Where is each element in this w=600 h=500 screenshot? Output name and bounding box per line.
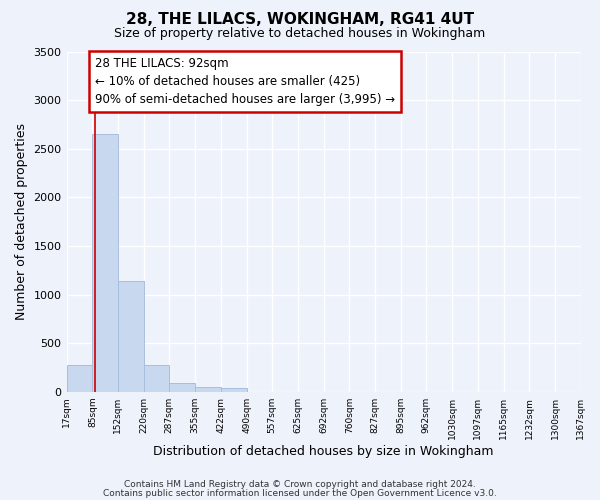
Bar bbox=[195, 387, 221, 392]
X-axis label: Distribution of detached houses by size in Wokingham: Distribution of detached houses by size … bbox=[153, 444, 494, 458]
Text: 28, THE LILACS, WOKINGHAM, RG41 4UT: 28, THE LILACS, WOKINGHAM, RG41 4UT bbox=[126, 12, 474, 28]
Bar bbox=[92, 134, 118, 392]
Bar bbox=[67, 364, 92, 392]
Text: Size of property relative to detached houses in Wokingham: Size of property relative to detached ho… bbox=[115, 28, 485, 40]
Bar bbox=[221, 388, 247, 392]
Bar bbox=[144, 364, 169, 392]
Text: 28 THE LILACS: 92sqm
← 10% of detached houses are smaller (425)
90% of semi-deta: 28 THE LILACS: 92sqm ← 10% of detached h… bbox=[95, 56, 395, 106]
Bar bbox=[169, 383, 195, 392]
Bar bbox=[118, 281, 144, 392]
Y-axis label: Number of detached properties: Number of detached properties bbox=[15, 123, 28, 320]
Text: Contains public sector information licensed under the Open Government Licence v3: Contains public sector information licen… bbox=[103, 488, 497, 498]
Text: Contains HM Land Registry data © Crown copyright and database right 2024.: Contains HM Land Registry data © Crown c… bbox=[124, 480, 476, 489]
